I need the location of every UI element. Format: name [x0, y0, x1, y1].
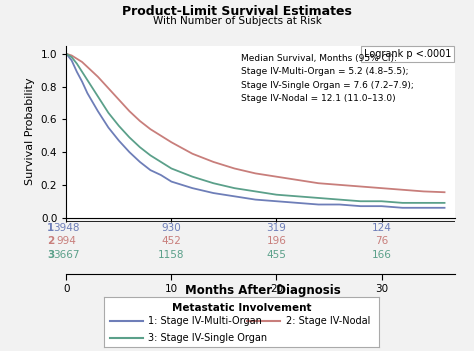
Text: 930: 930 — [162, 223, 181, 233]
Text: 166: 166 — [372, 250, 392, 260]
Text: 2: 2 — [47, 236, 54, 246]
Text: 3948: 3948 — [53, 223, 80, 233]
Text: 196: 196 — [266, 236, 286, 246]
Text: 76: 76 — [375, 236, 388, 246]
Text: With Number of Subjects at Risk: With Number of Subjects at Risk — [153, 16, 321, 26]
Text: 455: 455 — [266, 250, 286, 260]
Text: Metastatic Involvement: Metastatic Involvement — [172, 303, 311, 313]
Text: 1: 1 — [47, 223, 54, 233]
Text: 2: Stage IV-Nodal: 2: Stage IV-Nodal — [286, 316, 370, 326]
Text: 1158: 1158 — [158, 250, 185, 260]
Text: 319: 319 — [266, 223, 286, 233]
Text: 1: Stage IV-Multi-Organ: 1: Stage IV-Multi-Organ — [148, 316, 262, 326]
Text: 452: 452 — [162, 236, 182, 246]
Text: 124: 124 — [372, 223, 392, 233]
Text: 3: Stage IV-Single Organ: 3: Stage IV-Single Organ — [148, 333, 267, 343]
Text: Months After Diagnosis: Months After Diagnosis — [185, 284, 341, 297]
Text: 994: 994 — [56, 236, 76, 246]
Text: Logrank p <.0001: Logrank p <.0001 — [364, 49, 451, 59]
Text: Product-Limit Survival Estimates: Product-Limit Survival Estimates — [122, 5, 352, 18]
Text: 3: 3 — [47, 250, 54, 260]
Y-axis label: Survival Probability: Survival Probability — [25, 78, 35, 185]
Text: 3667: 3667 — [53, 250, 80, 260]
Text: Median Survival, Months (95% CI):
Stage IV-Multi-Organ = 5.2 (4.8–5.5);
Stage IV: Median Survival, Months (95% CI): Stage … — [241, 54, 414, 103]
